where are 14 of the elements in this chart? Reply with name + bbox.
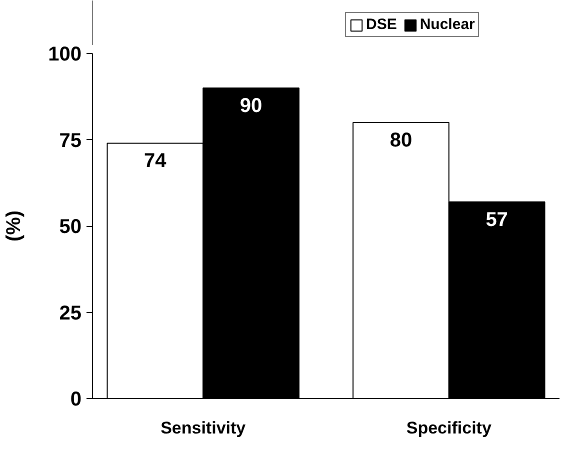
- data-label: 80: [390, 130, 412, 152]
- y-tick-label: 0: [70, 388, 82, 410]
- x-tick-label: Sensitivity: [160, 418, 246, 438]
- y-tick-label: 50: [59, 216, 82, 238]
- legend-label: Nuclear: [420, 16, 475, 33]
- y-tick-label: 25: [59, 302, 82, 324]
- data-label: 74: [144, 150, 168, 172]
- data-label: 90: [240, 95, 262, 117]
- legend-label: DSE: [366, 16, 397, 33]
- y-tick-label: 100: [48, 44, 82, 66]
- y-tick-label: 75: [59, 130, 82, 152]
- y-axis-title: (%): [3, 210, 26, 242]
- x-tick-label: Specificity: [406, 418, 492, 438]
- data-label: 57: [486, 208, 508, 231]
